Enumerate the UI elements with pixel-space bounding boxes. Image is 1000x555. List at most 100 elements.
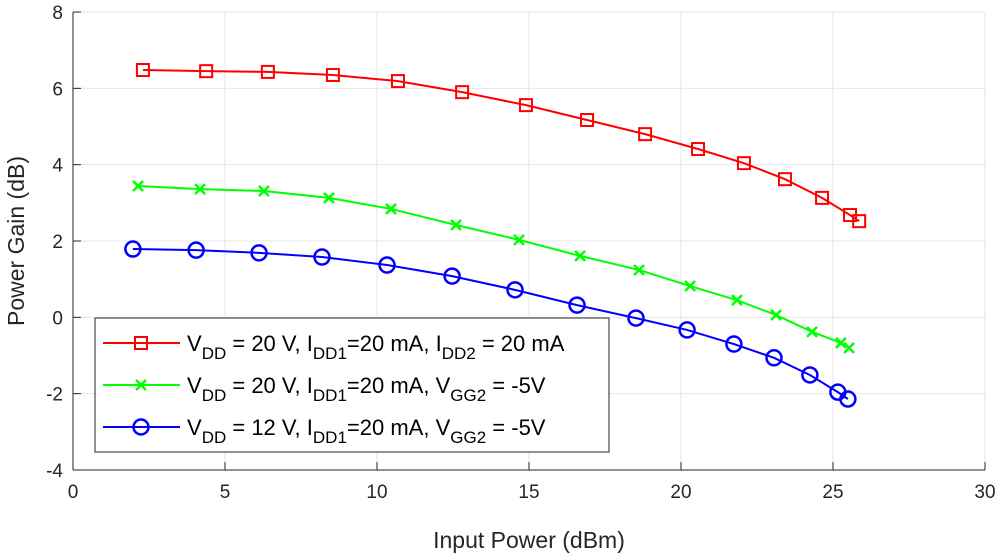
circle-marker [839, 390, 857, 408]
x-marker [684, 280, 697, 292]
square-marker [518, 98, 533, 113]
grid [72, 11, 986, 471]
legend-subscript: DD1 [313, 386, 347, 405]
series-3 [124, 240, 857, 408]
square-marker [815, 190, 830, 205]
x-tick-label: 10 [366, 482, 387, 503]
legend-entry-3: VDD = 12 V, IDD1=20 mA, VGG2 = -5V [103, 415, 546, 447]
circle-marker [124, 240, 142, 258]
square-marker [638, 127, 653, 142]
square-marker [390, 74, 405, 89]
circle-marker [725, 335, 743, 353]
y-tick-label: 8 [52, 3, 63, 24]
legend-subscript: DD [202, 386, 227, 405]
axes [72, 11, 986, 471]
legend-entry-1: VDD = 20 V, IDD1=20 mA, IDD2 = 20 mA [103, 331, 565, 363]
legend-label: VDD = 12 V, IDD1=20 mA, VGG2 = -5V [187, 415, 546, 447]
legend-text: = 20 V, I [226, 331, 313, 356]
circle-marker [678, 321, 696, 339]
x-marker [323, 191, 335, 204]
legend-text: =20 mA, V [347, 415, 451, 440]
series-line [142, 69, 860, 222]
y-tick-label: 6 [52, 79, 63, 100]
series-1 [135, 63, 867, 229]
x-marker [731, 294, 743, 307]
series-group [124, 63, 867, 408]
legend-subscript: GG2 [450, 428, 486, 447]
x-marker [574, 250, 586, 262]
x-marker [132, 180, 144, 192]
series-line [132, 248, 849, 400]
x-marker [194, 183, 206, 195]
legend-subscript: DD [202, 428, 227, 447]
y-tick-label: -4 [46, 461, 63, 482]
tick-labels: 0 5 10 15 20 25 30 -4 -2 0 2 4 6 8 [46, 3, 995, 503]
x-marker [835, 337, 847, 349]
square-marker [580, 113, 595, 128]
circle-marker [187, 241, 205, 259]
square-marker [691, 142, 706, 157]
square-marker [852, 214, 867, 229]
y-tick-label: -2 [46, 385, 63, 406]
legend-box [94, 317, 610, 453]
legend-text: V [187, 331, 202, 356]
series-2 [132, 180, 855, 354]
x-marker [633, 264, 645, 276]
circle-marker [250, 244, 268, 262]
y-axis-label: Power Gain (dB) [3, 156, 29, 326]
legend-subscript: DD [202, 344, 227, 363]
circle-marker [568, 296, 586, 314]
x-tick-label: 0 [68, 482, 79, 503]
legend-text: = 20 mA [476, 331, 565, 356]
legend-text: =20 mA, I [347, 331, 442, 356]
x-marker [450, 219, 462, 231]
legend-subscript: DD2 [442, 344, 476, 363]
y-tick-label: 0 [52, 308, 63, 329]
y-tick-label: 2 [52, 232, 63, 253]
x-marker [385, 203, 397, 215]
x-tick-label: 25 [822, 482, 843, 503]
square-marker [260, 64, 275, 79]
legend-subscript: DD1 [313, 428, 347, 447]
y-tick-label: 4 [52, 156, 63, 177]
legend-text: = -5V [486, 415, 546, 440]
circle-marker [765, 349, 783, 367]
circle-marker [801, 366, 819, 384]
square-marker [455, 85, 470, 100]
circle-marker [627, 309, 645, 327]
legend-square-marker [134, 336, 148, 350]
square-marker [135, 63, 150, 78]
legend-text: V [187, 373, 202, 398]
legend-subscript: DD1 [313, 344, 347, 363]
x-marker [258, 185, 270, 197]
square-marker [199, 64, 214, 79]
circle-marker [443, 267, 461, 285]
square-marker [777, 172, 792, 187]
legend: VDD = 20 V, IDD1=20 mA, IDD2 = 20 mAVDD … [94, 317, 610, 453]
x-marker [843, 341, 855, 354]
legend-subscript: GG2 [450, 386, 486, 405]
circle-marker [506, 281, 524, 299]
x-marker [513, 233, 525, 246]
x-tick-label: 5 [220, 482, 231, 503]
legend-label: VDD = 20 V, IDD1=20 mA, IDD2 = 20 mA [187, 331, 565, 363]
legend-x-marker [135, 379, 147, 391]
legend-label: VDD = 20 V, IDD1=20 mA, VGG2 = -5V [187, 373, 546, 405]
x-tick-label: 20 [670, 482, 691, 503]
legend-entry-2: VDD = 20 V, IDD1=20 mA, VGG2 = -5V [103, 373, 546, 405]
x-tick-label: 30 [974, 482, 995, 503]
x-marker [770, 309, 783, 321]
legend-circle-marker [132, 418, 150, 436]
x-tick-label: 15 [518, 482, 539, 503]
square-marker [325, 67, 340, 82]
x-axis-label: Input Power (dBm) [433, 527, 625, 553]
legend-text: = -5V [486, 373, 546, 398]
legend-text: = 20 V, I [226, 373, 313, 398]
x-marker [806, 325, 818, 338]
legend-text: V [187, 415, 202, 440]
square-marker [736, 156, 751, 171]
legend-text: = 12 V, I [226, 415, 313, 440]
circle-marker [313, 248, 331, 266]
legend-text: =20 mA, V [347, 373, 451, 398]
